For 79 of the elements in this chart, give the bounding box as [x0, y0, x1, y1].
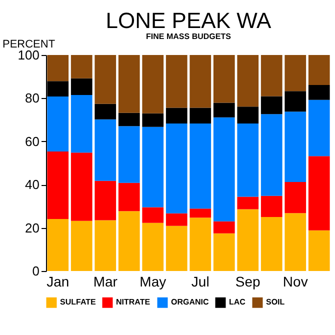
bar: [47, 218, 69, 271]
bar: [142, 222, 164, 271]
bar: [237, 196, 259, 210]
x-tick-label: May: [140, 274, 166, 290]
bar: [70, 78, 92, 95]
bar: [190, 55, 212, 108]
bar: [118, 55, 140, 113]
bar: [70, 94, 92, 153]
x-tick-label: Sep: [235, 274, 261, 290]
bar: [94, 119, 116, 181]
bar: [166, 108, 188, 124]
bar: [284, 213, 306, 271]
legend-label: SULFATE: [60, 298, 97, 307]
bar: [190, 208, 212, 218]
bar: [308, 100, 330, 156]
bar: [47, 96, 69, 152]
bar: [213, 117, 235, 222]
bar: [260, 217, 282, 271]
bar: [142, 207, 164, 223]
bar: [94, 55, 116, 104]
bar: [308, 230, 330, 271]
bar: [308, 156, 330, 230]
x-tick-label: Mar: [93, 274, 118, 290]
bar: [260, 196, 282, 217]
bar: [213, 55, 235, 103]
bar: [260, 96, 282, 114]
bar: [213, 102, 235, 118]
y-tick-label: 40: [25, 177, 40, 192]
bar: [213, 233, 235, 271]
bar: [70, 152, 92, 221]
bar: [142, 113, 164, 127]
bar: [118, 211, 140, 271]
bar: [190, 108, 212, 124]
bar: [237, 55, 259, 107]
bar: [284, 91, 306, 112]
bar: [94, 104, 116, 120]
bar: [70, 220, 92, 271]
bar: [190, 123, 212, 209]
bar: [284, 182, 306, 214]
bar: [213, 221, 235, 234]
legend-label: LAC: [229, 298, 246, 307]
y-tick-label: 80: [25, 90, 40, 106]
bar: [284, 55, 306, 92]
x-tick-label: Nov: [282, 274, 308, 290]
bar: [190, 218, 212, 271]
bar: [142, 55, 164, 114]
legend-label: SOIL: [266, 298, 285, 307]
y-tick-label: 20: [25, 220, 40, 236]
bar: [70, 55, 92, 78]
bar: [94, 220, 116, 271]
y-axis-title: PERCENT: [2, 38, 56, 50]
chart-title: LONE PEAK WA: [106, 8, 272, 33]
bar: [284, 112, 306, 182]
bar: [166, 55, 188, 108]
bar: [94, 180, 116, 220]
bar: [237, 106, 259, 124]
bar: [308, 85, 330, 100]
y-tick-label: 100: [18, 48, 40, 62]
chart-subtitle: FINE MASS BUDGETS: [146, 32, 232, 41]
bar: [308, 55, 330, 86]
x-tick-label: Jul: [191, 274, 210, 290]
bar: [47, 152, 69, 219]
bar: [118, 126, 140, 183]
bar: [260, 114, 282, 196]
bar: [118, 112, 140, 126]
bar: [166, 123, 188, 214]
bar: [237, 209, 259, 271]
bar: [47, 55, 69, 82]
y-tick-label: 0: [32, 264, 40, 278]
bar: [166, 226, 188, 271]
y-tick-label: 60: [25, 134, 40, 149]
bar: [260, 55, 282, 96]
bar: [237, 123, 259, 197]
legend-label: ORGANIC: [171, 298, 209, 307]
bar: [142, 126, 164, 208]
bar: [166, 213, 188, 226]
x-tick-label: Jan: [46, 274, 70, 290]
legend-label: NITRATE: [116, 298, 151, 307]
bar: [118, 182, 140, 212]
